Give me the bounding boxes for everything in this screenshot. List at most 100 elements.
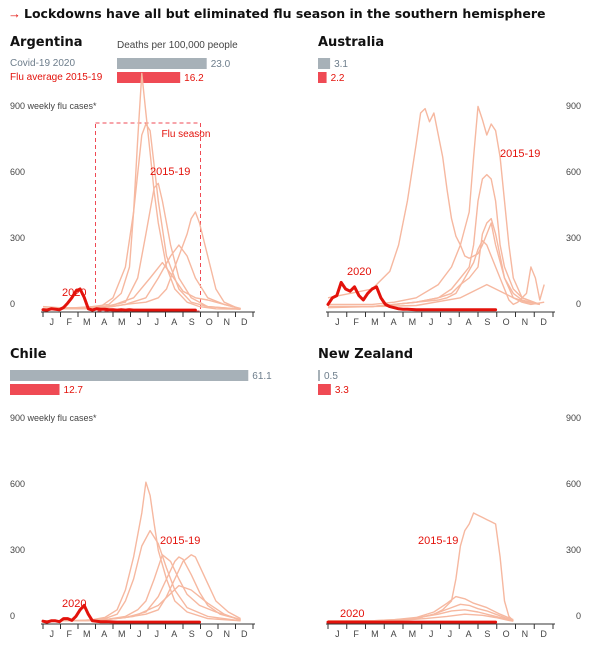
x-tick-label: J bbox=[137, 317, 142, 327]
y-tick-label: 900 weekly flu cases* bbox=[10, 101, 97, 111]
x-tick-label: F bbox=[67, 629, 73, 639]
x-tick-label: J bbox=[155, 317, 160, 327]
covid-deaths-value: 0.5 bbox=[324, 371, 338, 382]
label-2020: 2020 bbox=[340, 608, 364, 620]
flu-deaths-bar bbox=[117, 72, 181, 83]
label-2015-19: 2015-19 bbox=[418, 535, 458, 547]
x-tick-label: O bbox=[206, 317, 213, 327]
country-label: Chile bbox=[10, 347, 47, 362]
x-tick-label: J bbox=[335, 629, 340, 639]
x-tick-label: A bbox=[171, 629, 177, 639]
chart-title: Lockdowns have all but eliminated flu se… bbox=[24, 6, 546, 21]
x-tick-label: A bbox=[391, 317, 397, 327]
x-tick-label: O bbox=[206, 629, 213, 639]
y-tick-label: 600 bbox=[566, 167, 581, 177]
x-tick-label: M bbox=[409, 629, 417, 639]
y-tick-label: 300 bbox=[10, 233, 25, 243]
x-tick-label: F bbox=[353, 317, 359, 327]
y-tick-label: 0 bbox=[10, 299, 15, 309]
x-tick-label: J bbox=[137, 629, 142, 639]
label-2015-19: 2015-19 bbox=[150, 166, 190, 178]
label-2020: 2020 bbox=[347, 266, 371, 278]
history-line bbox=[327, 107, 540, 306]
x-tick-label: N bbox=[522, 317, 529, 327]
history-line bbox=[42, 72, 241, 310]
y-tick-label: 900 bbox=[566, 413, 581, 423]
x-tick-label: M bbox=[371, 317, 379, 327]
x-tick-label: A bbox=[466, 629, 472, 639]
flu-season-box bbox=[95, 122, 201, 312]
x-tick-label: F bbox=[353, 629, 359, 639]
history-line bbox=[43, 481, 241, 622]
covid-deaths-bar bbox=[117, 58, 207, 69]
covid-deaths-bar bbox=[318, 370, 320, 381]
covid-deaths-value: 23.0 bbox=[211, 59, 231, 70]
history-line bbox=[43, 211, 241, 310]
flu-deaths-value: 12.7 bbox=[64, 385, 84, 396]
panel-argentina: Argentina Deaths per 100,000 people Covid-… bbox=[10, 35, 255, 327]
x-tick-label: M bbox=[409, 317, 417, 327]
x-tick-label: O bbox=[503, 317, 510, 327]
country-label: Australia bbox=[318, 35, 384, 50]
x-tick-label: J bbox=[448, 317, 453, 327]
history-line bbox=[43, 554, 241, 622]
line-2020 bbox=[41, 603, 201, 624]
x-tick-label: A bbox=[101, 629, 107, 639]
x-tick-label: A bbox=[101, 317, 107, 327]
y-tick-label: 600 bbox=[566, 479, 581, 489]
covid-deaths-bar bbox=[318, 58, 331, 69]
x-tick-label: J bbox=[155, 629, 160, 639]
x-tick-label: S bbox=[189, 629, 195, 639]
flu-deaths-value: 16.2 bbox=[184, 73, 204, 84]
x-tick-label: M bbox=[371, 629, 379, 639]
covid-deaths-value: 3.1 bbox=[334, 59, 348, 70]
panel-australia: Australia 3.1 2.2 0 300 600 900 2015-19 2020 J F M A… bbox=[318, 35, 581, 327]
history-line bbox=[43, 123, 241, 310]
label-2015-19: 2015-19 bbox=[500, 148, 540, 160]
flu-deaths-bar bbox=[318, 384, 331, 395]
y-tick-label: 600 bbox=[10, 167, 25, 177]
history-line bbox=[43, 554, 241, 622]
history-line bbox=[328, 239, 545, 308]
x-tick-label: O bbox=[503, 629, 510, 639]
x-tick-label: D bbox=[241, 629, 248, 639]
y-tick-label: 900 weekly flu cases* bbox=[10, 413, 97, 423]
line-2020 bbox=[41, 287, 197, 312]
x-tick-label: M bbox=[83, 629, 91, 639]
deaths-legend-title: Deaths per 100,000 people bbox=[117, 40, 238, 51]
history-line bbox=[327, 613, 514, 623]
history-line bbox=[328, 512, 514, 622]
legend-covid: Covid-19 2020 bbox=[10, 58, 75, 69]
flu-deaths-bar bbox=[318, 72, 327, 83]
x-tick-label: J bbox=[50, 629, 55, 639]
x-tick-label: J bbox=[335, 317, 340, 327]
x-tick-label: A bbox=[171, 317, 177, 327]
y-tick-label: 300 bbox=[566, 545, 581, 555]
x-tick-label: A bbox=[391, 629, 397, 639]
flu-deaths-value: 2.2 bbox=[331, 73, 345, 84]
covid-deaths-bar bbox=[10, 370, 249, 381]
y-tick-label: 900 bbox=[566, 101, 581, 111]
x-tick-label: J bbox=[429, 629, 434, 639]
x-tick-label: S bbox=[189, 317, 195, 327]
x-tick-label: S bbox=[484, 317, 490, 327]
x-tick-label: A bbox=[466, 317, 472, 327]
covid-deaths-value: 61.1 bbox=[252, 371, 272, 382]
x-tick-label: J bbox=[50, 317, 55, 327]
label-2020: 2020 bbox=[62, 287, 86, 299]
history-line bbox=[328, 105, 541, 306]
country-label: New Zealand bbox=[318, 347, 413, 362]
legend-flu: Flu average 2015-19 bbox=[10, 72, 103, 83]
x-tick-label: S bbox=[484, 629, 490, 639]
line-2020 bbox=[326, 280, 498, 312]
label-2020: 2020 bbox=[62, 598, 86, 610]
y-tick-label: 0 bbox=[10, 611, 15, 621]
y-tick-label: 300 bbox=[566, 233, 581, 243]
flu-deaths-value: 3.3 bbox=[335, 385, 349, 396]
x-tick-label: M bbox=[83, 317, 91, 327]
x-tick-label: J bbox=[448, 629, 453, 639]
history-line bbox=[42, 584, 241, 622]
x-tick-label: D bbox=[241, 317, 248, 327]
y-tick-label: 0 bbox=[576, 299, 581, 309]
